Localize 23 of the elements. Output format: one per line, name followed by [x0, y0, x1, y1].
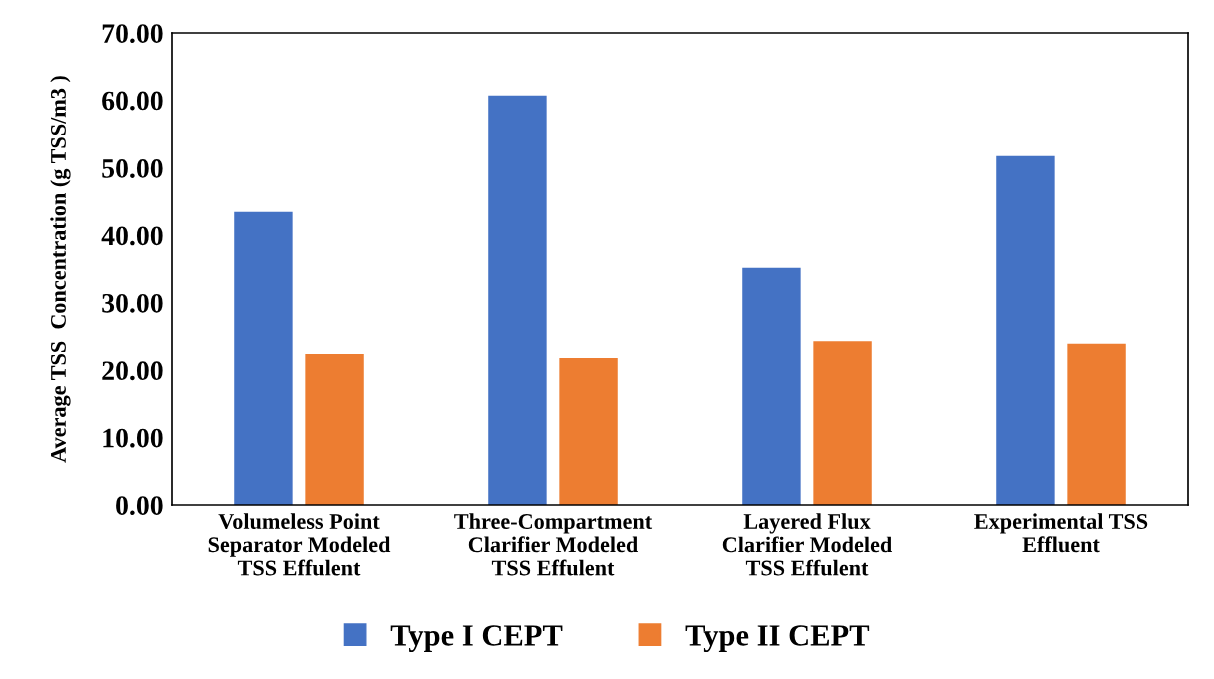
bar	[559, 358, 618, 505]
y-tick-label: 30.00	[102, 293, 163, 313]
y-tick-label: 10.00	[103, 428, 163, 448]
legend-label: Type II CEPT	[685, 625, 870, 652]
bar	[488, 95, 547, 505]
bar	[1067, 343, 1126, 505]
y-axis-title: Average TSS Concentration (g TSS/m3 )	[50, 76, 71, 463]
y-tick-label: 60.00	[102, 91, 163, 111]
bar	[234, 211, 293, 505]
bar	[813, 341, 872, 505]
x-tick-label: Layered Flux Clarifier Modeled TSS Effulent	[722, 513, 893, 576]
legend-label: Type I CEPT	[390, 625, 563, 652]
bar	[996, 155, 1055, 505]
x-tick-label: Three-Compartment Clarifier Modeled TSS Effulent	[454, 513, 653, 576]
bar	[305, 353, 364, 505]
x-tick-label: Volumeless Point Separator Modeled TSS Effulent	[208, 513, 391, 576]
y-tick-label: 50.00	[102, 159, 163, 178]
y-tick-label: 0.00	[116, 496, 163, 516]
bar	[742, 267, 801, 505]
y-tick-label: 20.00	[102, 361, 163, 381]
x-tick-label: Experimental TSS Effluent	[974, 513, 1148, 553]
y-tick-label: 70.00	[102, 24, 163, 44]
y-tick-label: 40.00	[101, 226, 163, 246]
